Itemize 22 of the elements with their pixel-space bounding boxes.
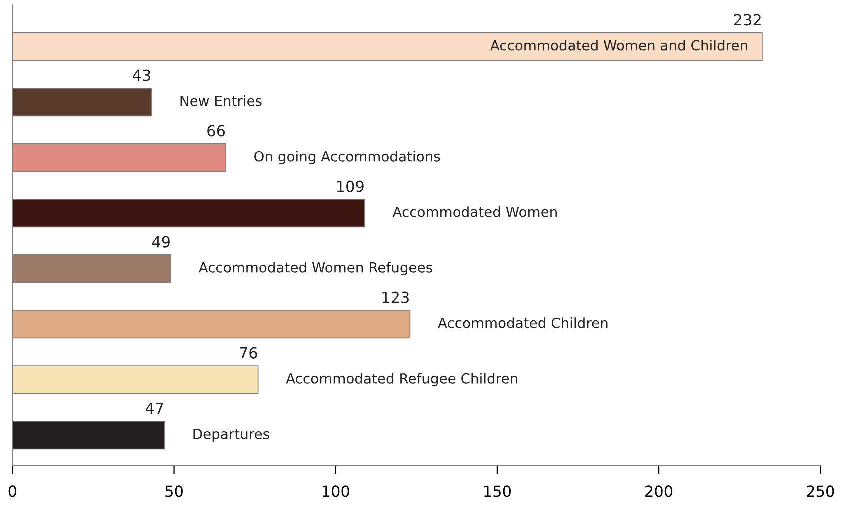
data-label: 66 — [208, 125, 226, 137]
y-tick-label: On going Accommodations — [254, 151, 440, 165]
data-label: 109 — [337, 180, 364, 192]
x-tick-label: 100 — [322, 486, 350, 498]
y-tick-label: Accommodated Refugee Children — [286, 373, 518, 387]
y-tick-label: New Entries — [180, 96, 262, 106]
y-tick-label: Accommodated Women and Children — [490, 40, 748, 51]
y-tick-label: Departures — [194, 429, 270, 442]
data-label: 232 — [734, 14, 761, 26]
x-tick-label: 0 — [8, 486, 17, 498]
x-tick-label: 50 — [166, 486, 183, 498]
data-label: 76 — [240, 347, 258, 359]
data-label: 49 — [152, 236, 170, 248]
x-tick-label: 200 — [646, 486, 673, 498]
data-label: 43 — [132, 70, 150, 82]
x-tick-label: 150 — [484, 486, 512, 498]
data-label: 47 — [146, 403, 164, 414]
y-tick-label: Accommodated Children — [438, 318, 608, 328]
y-tick-label: Accommodated Women — [392, 206, 557, 218]
y-tick-label: Accommodated Women Refugees — [198, 262, 432, 276]
x-tick-label: 250 — [807, 486, 834, 498]
data-label: 123 — [382, 292, 409, 304]
